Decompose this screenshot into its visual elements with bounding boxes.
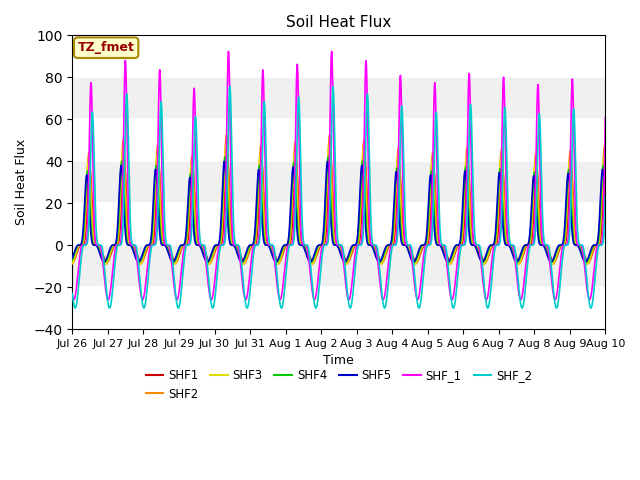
SHF4 — [413, 254, 421, 260]
X-axis label: Time: Time — [323, 354, 354, 367]
SHF1 — [602, 158, 609, 164]
SHF_2 — [587, 305, 595, 311]
SHF1 — [223, 150, 231, 156]
Line: SHF_1: SHF_1 — [72, 51, 605, 300]
Bar — [72, 119, 605, 161]
SHF5 — [587, 248, 595, 254]
SHF2 — [413, 259, 421, 265]
SHF5 — [413, 252, 421, 258]
SHF_2 — [71, 305, 79, 311]
Title: Soil Heat Flux: Soil Heat Flux — [286, 15, 392, 30]
SHF3 — [552, 256, 559, 262]
SHF2 — [223, 132, 230, 138]
SHF2 — [420, 242, 428, 248]
SHF5 — [552, 250, 559, 256]
SHF4 — [235, 254, 243, 260]
SHF_2 — [236, 243, 243, 249]
SHF2 — [235, 251, 243, 256]
Bar — [72, 203, 605, 245]
SHF3 — [68, 260, 76, 266]
Text: TZ_fmet: TZ_fmet — [77, 41, 134, 54]
SHF_2 — [413, 300, 421, 306]
SHF5 — [420, 242, 428, 248]
SHF1 — [68, 259, 76, 265]
SHF4 — [420, 242, 428, 248]
SHF_1 — [602, 115, 609, 120]
SHF1 — [552, 257, 559, 263]
Line: SHF_2: SHF_2 — [72, 86, 605, 308]
SHF1 — [413, 259, 421, 264]
SHF_1 — [421, 246, 429, 252]
SHF3 — [587, 253, 595, 259]
SHF2 — [552, 258, 559, 264]
SHF3 — [187, 165, 195, 171]
SHF_1 — [236, 250, 243, 256]
SHF5 — [187, 178, 195, 184]
SHF5 — [235, 256, 243, 262]
SHF_1 — [70, 297, 77, 302]
SHF5 — [602, 208, 609, 214]
SHF4 — [582, 259, 590, 265]
Bar — [72, 287, 605, 329]
SHF3 — [235, 253, 243, 259]
SHF3 — [413, 258, 421, 264]
Line: SHF4: SHF4 — [72, 157, 605, 262]
SHF3 — [222, 143, 230, 149]
SHF5 — [582, 259, 589, 265]
SHF_2 — [421, 257, 429, 263]
Y-axis label: Soil Heat Flux: Soil Heat Flux — [15, 139, 28, 225]
SHF2 — [68, 261, 76, 266]
SHF3 — [602, 168, 609, 174]
SHF_1 — [587, 295, 595, 300]
SHF3 — [420, 242, 428, 248]
SHF_2 — [68, 290, 76, 296]
SHF4 — [602, 191, 609, 196]
SHF_1 — [552, 296, 559, 302]
SHF4 — [587, 250, 595, 256]
SHF4 — [221, 154, 229, 160]
SHF_2 — [226, 84, 234, 89]
Legend: SHF1, SHF2, SHF3, SHF4, SHF5, SHF_1, SHF_2: SHF1, SHF2, SHF3, SHF4, SHF5, SHF_1, SHF… — [141, 364, 537, 405]
SHF1 — [420, 242, 428, 248]
SHF_2 — [552, 303, 559, 309]
SHF_1 — [225, 48, 232, 54]
Line: SHF3: SHF3 — [72, 146, 605, 264]
SHF_1 — [413, 297, 421, 302]
SHF4 — [68, 257, 76, 263]
SHF2 — [602, 147, 609, 153]
SHF3 — [583, 261, 591, 267]
SHF5 — [68, 255, 76, 261]
SHF4 — [187, 171, 195, 177]
SHF1 — [235, 248, 243, 253]
SHF_1 — [187, 217, 195, 223]
SHF2 — [584, 261, 591, 267]
SHF5 — [221, 158, 228, 164]
SHF_2 — [602, 192, 609, 198]
SHF1 — [187, 193, 195, 199]
SHF4 — [552, 252, 559, 258]
Line: SHF5: SHF5 — [72, 161, 605, 262]
Line: SHF1: SHF1 — [72, 153, 605, 262]
SHF2 — [587, 256, 595, 262]
Bar — [72, 36, 605, 77]
Line: SHF2: SHF2 — [72, 135, 605, 264]
SHF1 — [586, 256, 594, 262]
SHF_2 — [187, 237, 195, 243]
SHF_1 — [68, 293, 76, 299]
SHF2 — [187, 168, 195, 174]
